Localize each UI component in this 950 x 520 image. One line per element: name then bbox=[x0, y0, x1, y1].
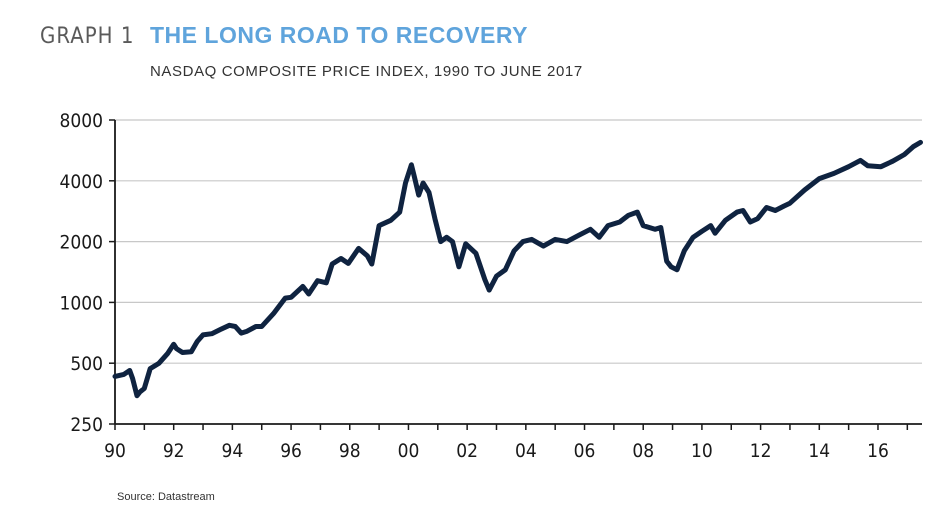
x-tick-label: 16 bbox=[867, 440, 889, 462]
x-tick-label: 90 bbox=[104, 440, 126, 462]
y-axis-ticks: 250 500 1000 2000 4000 8000 bbox=[60, 110, 115, 436]
source-note: Source: Datastream bbox=[117, 491, 215, 503]
x-tick-label: 12 bbox=[750, 440, 772, 462]
x-tick-label: 06 bbox=[574, 440, 596, 462]
x-tick-label: 02 bbox=[456, 440, 478, 462]
x-tick-label: 00 bbox=[398, 440, 420, 462]
x-tick-label: 94 bbox=[222, 440, 244, 462]
y-tick-label: 2000 bbox=[60, 232, 104, 254]
series-layer bbox=[112, 139, 923, 399]
x-tick-label: 98 bbox=[339, 440, 361, 462]
chart-subtitle: NASDAQ COMPOSITE PRICE INDEX, 1990 TO JU… bbox=[150, 63, 583, 80]
graph-number-label: GRAPH 1 bbox=[40, 24, 135, 49]
y-tick-label: 1000 bbox=[60, 292, 104, 314]
grid-lines bbox=[115, 119, 922, 364]
x-axis-ticks: 90 92 94 96 98 00 02 04 06 08 10 12 14 16 bbox=[104, 424, 909, 462]
y-tick-label: 500 bbox=[70, 353, 103, 375]
y-tick-label: 8000 bbox=[60, 110, 104, 132]
x-tick-label: 92 bbox=[163, 440, 185, 462]
x-tick-label: 04 bbox=[515, 440, 537, 462]
y-tick-label: 250 bbox=[70, 414, 103, 436]
series-line bbox=[112, 139, 923, 399]
x-tick-label: 10 bbox=[691, 440, 713, 462]
x-tick-label: 96 bbox=[280, 440, 302, 462]
chart-title: THE LONG ROAD TO RECOVERY bbox=[150, 22, 528, 48]
y-tick-label: 4000 bbox=[60, 171, 104, 193]
x-tick-label: 08 bbox=[632, 440, 654, 462]
axes bbox=[114, 120, 922, 425]
x-tick-label: 14 bbox=[808, 440, 830, 462]
